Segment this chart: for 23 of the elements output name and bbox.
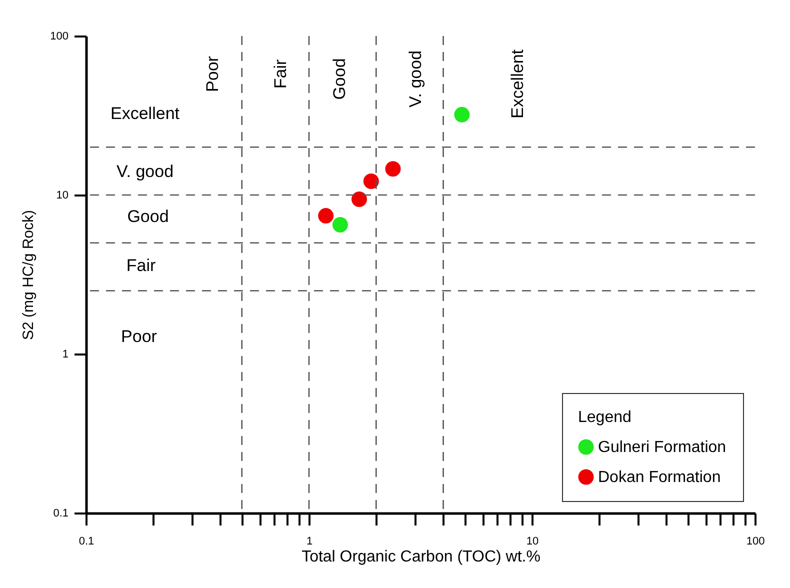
legend-label: Gulneri Formation <box>598 439 726 456</box>
annotation: Excellent <box>110 104 180 123</box>
annotation: Fair <box>271 59 290 89</box>
legend-title: Legend <box>578 409 632 426</box>
annotation: Excellent <box>508 49 527 118</box>
y-tick-label: 100 <box>50 30 68 42</box>
annotation: Fair <box>126 256 156 275</box>
x-tick-label: 1 <box>306 536 313 548</box>
x-tick-label: 10 <box>526 536 539 548</box>
y-tick-label: 1 <box>62 348 68 360</box>
y-axis-title: S2 (mg HC/g Rock) <box>20 210 38 340</box>
annotation: V. good <box>406 50 425 108</box>
y-tick-label: 10 <box>56 190 68 202</box>
x-tick-label: 100 <box>746 536 765 548</box>
annotation: Poor <box>121 327 158 346</box>
legend-label: Dokan Formation <box>598 469 721 486</box>
x-axis-title: Total Organic Carbon (TOC) wt.% <box>302 548 540 566</box>
y-tick-label: 0.1 <box>53 508 68 520</box>
annotation: Good <box>127 207 169 226</box>
annotation: Good <box>330 58 349 100</box>
x-tick-label: 0.1 <box>78 536 94 548</box>
annotation: Poor <box>203 56 222 92</box>
annotation: V. good <box>116 162 174 181</box>
